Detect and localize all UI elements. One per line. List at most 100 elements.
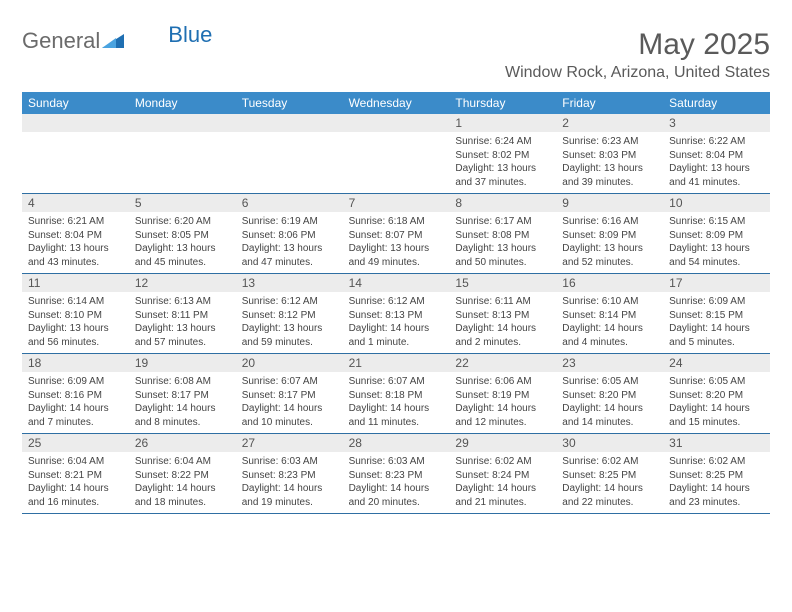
sunset-text: Sunset: 8:08 PM (455, 229, 550, 243)
calendar-cell: 19Sunrise: 6:08 AMSunset: 8:17 PMDayligh… (129, 354, 236, 433)
sunset-text: Sunset: 8:17 PM (135, 389, 230, 403)
sunrise-text: Sunrise: 6:19 AM (242, 215, 337, 229)
sunset-text: Sunset: 8:16 PM (28, 389, 123, 403)
day-number: 3 (663, 114, 770, 132)
sunrise-text: Sunrise: 6:08 AM (135, 375, 230, 389)
sunrise-text: Sunrise: 6:04 AM (28, 455, 123, 469)
calendar-cell: 23Sunrise: 6:05 AMSunset: 8:20 PMDayligh… (556, 354, 663, 433)
day-number: 8 (449, 194, 556, 212)
day-header-cell: Monday (129, 92, 236, 114)
daylight-text: Daylight: 14 hours and 11 minutes. (349, 402, 444, 429)
calendar-cell: 5Sunrise: 6:20 AMSunset: 8:05 PMDaylight… (129, 194, 236, 273)
day-number (129, 114, 236, 132)
sunrise-text: Sunrise: 6:07 AM (349, 375, 444, 389)
sunset-text: Sunset: 8:19 PM (455, 389, 550, 403)
daylight-text: Daylight: 13 hours and 37 minutes. (455, 162, 550, 189)
sunset-text: Sunset: 8:20 PM (562, 389, 657, 403)
sunset-text: Sunset: 8:23 PM (349, 469, 444, 483)
sunrise-text: Sunrise: 6:02 AM (455, 455, 550, 469)
calendar-cell: 22Sunrise: 6:06 AMSunset: 8:19 PMDayligh… (449, 354, 556, 433)
day-info: Sunrise: 6:21 AMSunset: 8:04 PMDaylight:… (22, 212, 129, 273)
daylight-text: Daylight: 13 hours and 54 minutes. (669, 242, 764, 269)
daylight-text: Daylight: 13 hours and 43 minutes. (28, 242, 123, 269)
daylight-text: Daylight: 13 hours and 49 minutes. (349, 242, 444, 269)
calendar-cell (22, 114, 129, 193)
daylight-text: Daylight: 14 hours and 8 minutes. (135, 402, 230, 429)
day-info: Sunrise: 6:05 AMSunset: 8:20 PMDaylight:… (663, 372, 770, 433)
sunrise-text: Sunrise: 6:18 AM (349, 215, 444, 229)
day-info: Sunrise: 6:12 AMSunset: 8:12 PMDaylight:… (236, 292, 343, 353)
daylight-text: Daylight: 14 hours and 10 minutes. (242, 402, 337, 429)
sunrise-text: Sunrise: 6:16 AM (562, 215, 657, 229)
daylight-text: Daylight: 14 hours and 4 minutes. (562, 322, 657, 349)
sunrise-text: Sunrise: 6:23 AM (562, 135, 657, 149)
day-info: Sunrise: 6:05 AMSunset: 8:20 PMDaylight:… (556, 372, 663, 433)
header: General Blue May 2025 Window Rock, Arizo… (22, 28, 770, 82)
daylight-text: Daylight: 13 hours and 50 minutes. (455, 242, 550, 269)
daylight-text: Daylight: 14 hours and 1 minute. (349, 322, 444, 349)
calendar-cell: 6Sunrise: 6:19 AMSunset: 8:06 PMDaylight… (236, 194, 343, 273)
sunrise-text: Sunrise: 6:05 AM (669, 375, 764, 389)
day-info: Sunrise: 6:09 AMSunset: 8:16 PMDaylight:… (22, 372, 129, 433)
calendar-cell: 29Sunrise: 6:02 AMSunset: 8:24 PMDayligh… (449, 434, 556, 513)
calendar-cell: 28Sunrise: 6:03 AMSunset: 8:23 PMDayligh… (343, 434, 450, 513)
daylight-text: Daylight: 13 hours and 47 minutes. (242, 242, 337, 269)
daylight-text: Daylight: 14 hours and 2 minutes. (455, 322, 550, 349)
day-header-cell: Thursday (449, 92, 556, 114)
sunrise-text: Sunrise: 6:22 AM (669, 135, 764, 149)
calendar-cell: 17Sunrise: 6:09 AMSunset: 8:15 PMDayligh… (663, 274, 770, 353)
calendar-cell: 25Sunrise: 6:04 AMSunset: 8:21 PMDayligh… (22, 434, 129, 513)
sunset-text: Sunset: 8:05 PM (135, 229, 230, 243)
day-info: Sunrise: 6:22 AMSunset: 8:04 PMDaylight:… (663, 132, 770, 193)
daylight-text: Daylight: 13 hours and 59 minutes. (242, 322, 337, 349)
day-info: Sunrise: 6:15 AMSunset: 8:09 PMDaylight:… (663, 212, 770, 273)
sunset-text: Sunset: 8:20 PM (669, 389, 764, 403)
day-number: 5 (129, 194, 236, 212)
day-number: 11 (22, 274, 129, 292)
daylight-text: Daylight: 14 hours and 5 minutes. (669, 322, 764, 349)
day-number (22, 114, 129, 132)
day-number: 27 (236, 434, 343, 452)
calendar-cell: 14Sunrise: 6:12 AMSunset: 8:13 PMDayligh… (343, 274, 450, 353)
sunset-text: Sunset: 8:09 PM (669, 229, 764, 243)
daylight-text: Daylight: 13 hours and 41 minutes. (669, 162, 764, 189)
calendar-cell: 15Sunrise: 6:11 AMSunset: 8:13 PMDayligh… (449, 274, 556, 353)
month-title: May 2025 (505, 28, 770, 62)
daylight-text: Daylight: 14 hours and 12 minutes. (455, 402, 550, 429)
sunset-text: Sunset: 8:02 PM (455, 149, 550, 163)
day-number: 14 (343, 274, 450, 292)
sunset-text: Sunset: 8:10 PM (28, 309, 123, 323)
calendar-cell: 11Sunrise: 6:14 AMSunset: 8:10 PMDayligh… (22, 274, 129, 353)
day-number: 18 (22, 354, 129, 372)
daylight-text: Daylight: 14 hours and 21 minutes. (455, 482, 550, 509)
day-info: Sunrise: 6:09 AMSunset: 8:15 PMDaylight:… (663, 292, 770, 353)
day-number: 20 (236, 354, 343, 372)
day-info: Sunrise: 6:02 AMSunset: 8:25 PMDaylight:… (556, 452, 663, 513)
day-number: 23 (556, 354, 663, 372)
sunrise-text: Sunrise: 6:09 AM (28, 375, 123, 389)
daylight-text: Daylight: 14 hours and 16 minutes. (28, 482, 123, 509)
sunset-text: Sunset: 8:25 PM (669, 469, 764, 483)
day-number: 25 (22, 434, 129, 452)
sunrise-text: Sunrise: 6:15 AM (669, 215, 764, 229)
calendar-cell: 27Sunrise: 6:03 AMSunset: 8:23 PMDayligh… (236, 434, 343, 513)
sunrise-text: Sunrise: 6:13 AM (135, 295, 230, 309)
day-number: 10 (663, 194, 770, 212)
sunrise-text: Sunrise: 6:12 AM (349, 295, 444, 309)
day-info: Sunrise: 6:08 AMSunset: 8:17 PMDaylight:… (129, 372, 236, 433)
calendar-cell: 12Sunrise: 6:13 AMSunset: 8:11 PMDayligh… (129, 274, 236, 353)
calendar-week: 11Sunrise: 6:14 AMSunset: 8:10 PMDayligh… (22, 274, 770, 354)
day-number: 16 (556, 274, 663, 292)
day-number: 4 (22, 194, 129, 212)
calendar-cell: 9Sunrise: 6:16 AMSunset: 8:09 PMDaylight… (556, 194, 663, 273)
sunset-text: Sunset: 8:22 PM (135, 469, 230, 483)
calendar-cell (343, 114, 450, 193)
sunset-text: Sunset: 8:03 PM (562, 149, 657, 163)
day-info: Sunrise: 6:14 AMSunset: 8:10 PMDaylight:… (22, 292, 129, 353)
calendar-cell: 10Sunrise: 6:15 AMSunset: 8:09 PMDayligh… (663, 194, 770, 273)
day-info: Sunrise: 6:06 AMSunset: 8:19 PMDaylight:… (449, 372, 556, 433)
sunrise-text: Sunrise: 6:03 AM (242, 455, 337, 469)
day-header-cell: Friday (556, 92, 663, 114)
brand-word-2: Blue (168, 22, 212, 48)
day-number: 22 (449, 354, 556, 372)
